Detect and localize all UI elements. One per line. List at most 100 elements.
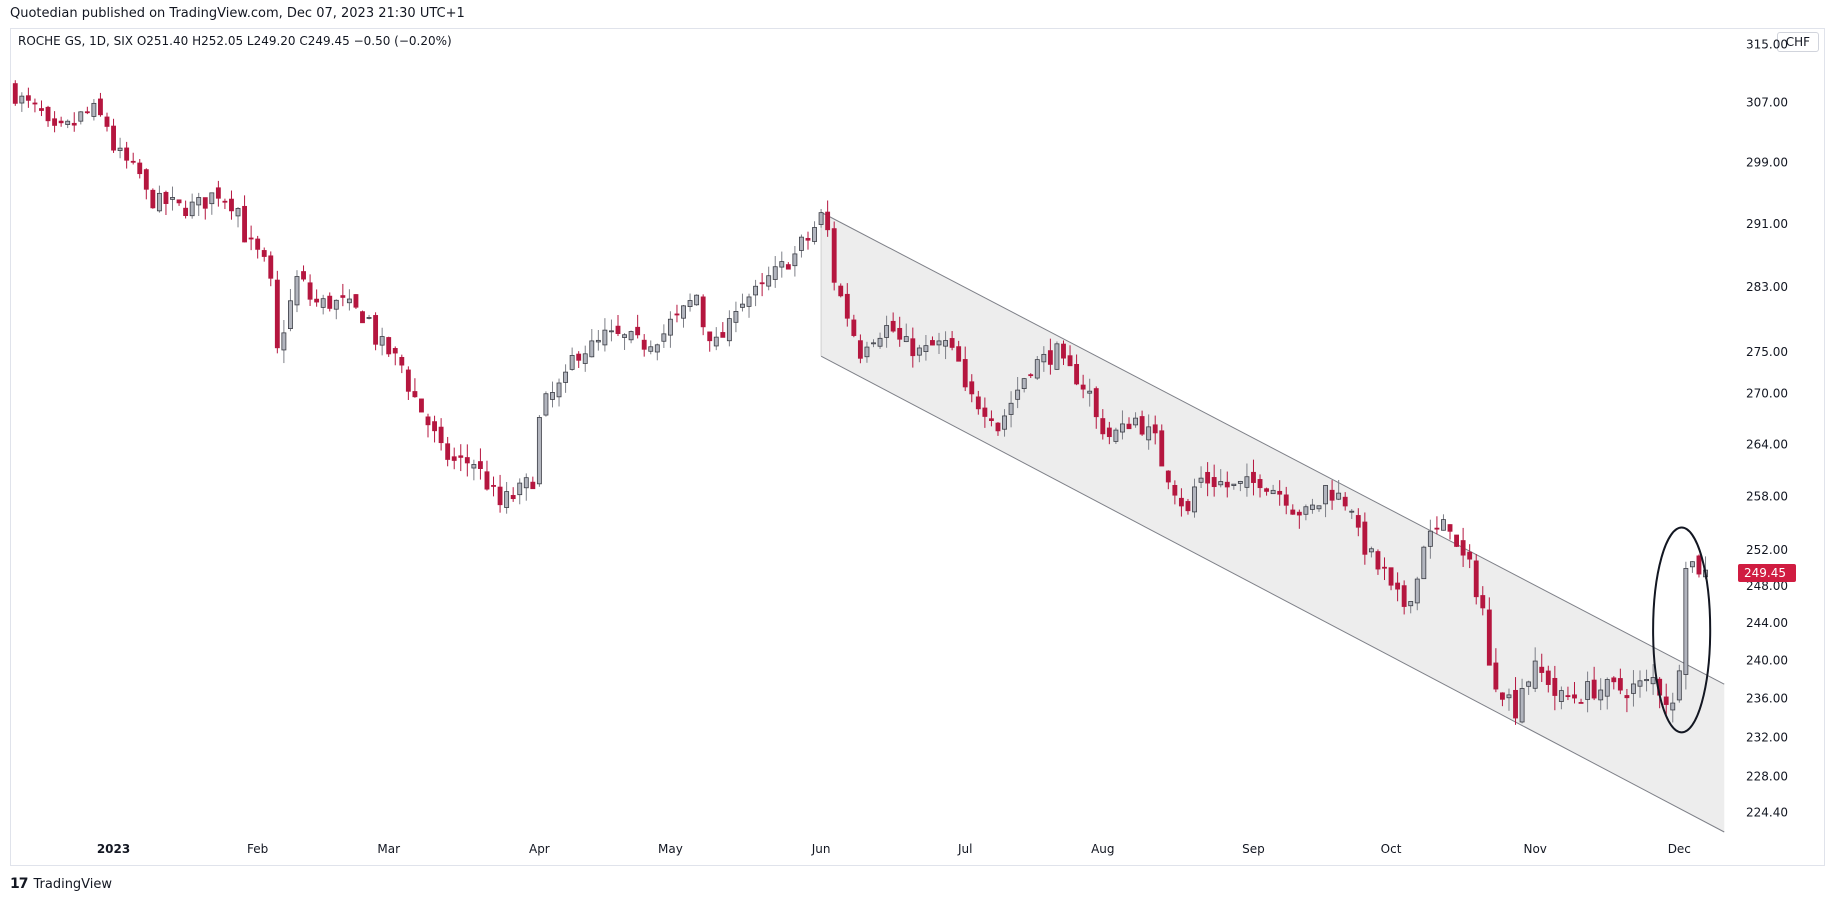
tradingview-logo-icon: 17 <box>10 876 29 892</box>
candle-body <box>785 264 791 270</box>
candle-body <box>661 333 667 342</box>
candle-body <box>255 238 261 250</box>
candle-body <box>1205 471 1211 484</box>
candle-body <box>949 338 955 348</box>
candle-body <box>877 337 883 347</box>
candle-body <box>438 426 444 444</box>
candle-body <box>995 422 1001 432</box>
candle-body <box>1251 471 1256 483</box>
candle-body <box>1434 527 1440 530</box>
candle-body <box>1408 601 1414 607</box>
candle-body <box>202 197 208 209</box>
price-tick-label: 270.00 <box>1746 387 1788 401</box>
candle-body <box>582 353 588 364</box>
candle-body <box>1506 694 1512 699</box>
candle-body <box>740 303 745 308</box>
currency-button[interactable]: CHF <box>1776 32 1819 52</box>
candle-body <box>1362 521 1368 555</box>
price-tick-label: 232.00 <box>1746 730 1788 744</box>
candle-body <box>523 477 529 489</box>
candle-body <box>609 330 614 333</box>
candle-body <box>1617 678 1623 691</box>
candle-body <box>1460 540 1466 556</box>
time-tick-label: Oct <box>1381 842 1402 856</box>
candle-body <box>510 495 516 500</box>
candle-body <box>25 95 31 101</box>
candle-body <box>1676 670 1682 701</box>
candle-body <box>1663 696 1669 705</box>
time-tick-label: Mar <box>377 842 400 856</box>
candle-body <box>340 295 346 298</box>
candle-body <box>235 208 241 217</box>
candle-body <box>130 160 136 163</box>
candle-body <box>1192 486 1197 513</box>
candle-body <box>1061 343 1066 359</box>
candle-body <box>71 122 77 126</box>
candle-body <box>98 98 103 116</box>
candle-body <box>975 396 981 410</box>
candle-body <box>838 285 844 297</box>
candle-body <box>936 340 942 346</box>
candle-body <box>1395 582 1401 590</box>
candle-body <box>766 275 772 287</box>
candle-body <box>1028 374 1034 377</box>
candle-body <box>78 111 84 122</box>
candle-body <box>1480 595 1486 609</box>
candle-body <box>1585 681 1591 700</box>
candle-body <box>1519 688 1525 723</box>
candle-body <box>242 205 248 243</box>
candle-body <box>1165 470 1171 483</box>
candle-body <box>1565 695 1571 698</box>
candle-body <box>1558 690 1564 702</box>
candle-body <box>39 108 44 111</box>
candle-body <box>399 357 405 366</box>
candle-body <box>884 325 890 338</box>
candle-body <box>84 111 90 114</box>
candle-body <box>825 211 831 231</box>
time-axis: 2023 Feb Mar Apr May Jun Jul Aug Sep Oct Nov Dec <box>97 842 1691 856</box>
time-tick-label: Jun <box>811 842 831 856</box>
candle-body <box>818 212 824 225</box>
candle-body <box>1454 534 1459 547</box>
price-tick-label: 228.00 <box>1746 770 1788 784</box>
candle-body <box>563 371 569 383</box>
candle-body <box>779 261 785 268</box>
candle-body <box>1231 483 1237 486</box>
candle-body <box>373 315 379 345</box>
candle-body <box>1270 489 1276 495</box>
price-tick-label: 248.00 <box>1746 579 1788 593</box>
candle-body <box>379 336 385 346</box>
candle-body <box>111 125 116 151</box>
candle-body <box>163 191 169 204</box>
annotation-layer <box>1652 526 1712 734</box>
candle-body <box>916 347 922 356</box>
candle-body <box>150 189 156 209</box>
candle-body <box>1552 677 1558 696</box>
candle-body <box>746 296 752 307</box>
candle-body <box>1218 481 1224 486</box>
candle-body <box>1578 702 1584 704</box>
candle-body <box>1178 497 1184 507</box>
candle-body <box>812 227 817 242</box>
candle-body <box>550 392 555 400</box>
candle-body <box>1631 683 1636 694</box>
candle-body <box>923 345 929 353</box>
candle-body <box>1074 364 1080 385</box>
footer-brand[interactable]: TradingView <box>33 876 113 892</box>
candle-body <box>1264 488 1270 492</box>
candle-body <box>392 348 398 354</box>
candle-body <box>1526 681 1532 687</box>
price-tick-label: 291.00 <box>1746 217 1788 231</box>
candle-body <box>451 456 457 461</box>
candle-body <box>530 481 536 490</box>
price-tick-label: 264.00 <box>1746 438 1788 452</box>
candle-body <box>229 198 234 212</box>
candle-body <box>170 197 175 200</box>
candle-body <box>1624 695 1630 699</box>
candle-body <box>1683 568 1689 675</box>
candle-body <box>556 382 562 398</box>
candle-body <box>759 282 765 285</box>
candle-body <box>681 305 686 319</box>
candle-body <box>1473 560 1479 598</box>
